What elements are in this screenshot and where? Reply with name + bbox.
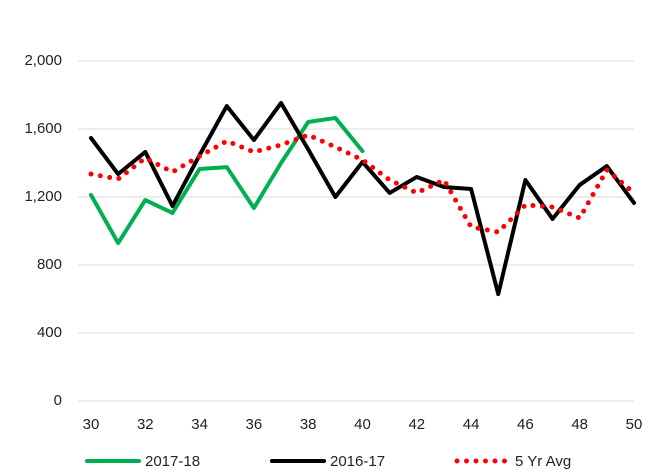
series-line <box>89 115 365 246</box>
x-tick-label: 38 <box>300 416 317 433</box>
y-tick-label: 800 <box>37 256 62 273</box>
y-tick-label: 400 <box>37 324 62 341</box>
x-tick-label: 48 <box>571 416 588 433</box>
x-tick-label: 44 <box>463 416 480 433</box>
legend-label: 5 Yr Avg <box>515 453 571 470</box>
x-tick-label: 30 <box>83 416 100 433</box>
x-tick-label: 34 <box>191 416 208 433</box>
legend-label: 2016-17 <box>330 453 385 470</box>
y-tick-label: 0 <box>54 392 62 409</box>
y-tick-label: 1,200 <box>24 188 62 205</box>
y-tick-label: 1,600 <box>24 120 62 137</box>
x-tick-label: 40 <box>354 416 371 433</box>
series-line <box>88 132 637 235</box>
x-tick-label: 36 <box>246 416 263 433</box>
x-tick-label: 32 <box>137 416 154 433</box>
y-tick-label: 2,000 <box>24 52 62 69</box>
legend-label: 2017-18 <box>145 453 200 470</box>
x-tick-label: 42 <box>408 416 425 433</box>
x-tick-label: 46 <box>517 416 534 433</box>
x-tick-label: 50 <box>626 416 643 433</box>
